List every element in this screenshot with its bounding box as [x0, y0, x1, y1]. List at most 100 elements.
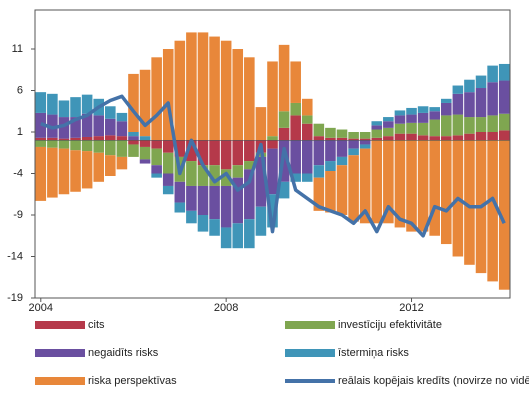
bar-segment	[429, 107, 440, 112]
bar-segment	[452, 85, 464, 94]
bar-segment	[81, 113, 93, 137]
bar-segment	[464, 117, 475, 134]
bar-segment	[440, 102, 452, 116]
bar-segment	[429, 136, 440, 141]
bar-segment	[267, 140, 278, 149]
y-tick-label: -14	[7, 250, 23, 262]
bar-segment	[93, 136, 105, 141]
bar-segment	[244, 140, 255, 162]
bar-segment	[487, 65, 498, 83]
bar-segment	[209, 165, 220, 186]
bar-segment	[325, 140, 336, 162]
bar-segment	[383, 117, 394, 122]
bar-segment	[174, 40, 186, 141]
y-tick-label: 6	[17, 84, 23, 96]
x-tick-label: 2012	[399, 302, 423, 314]
bar-segment	[81, 151, 93, 189]
bar-segment	[116, 121, 128, 137]
bar-segment	[70, 137, 81, 141]
bar-segment	[116, 156, 128, 170]
bar-segment	[290, 102, 301, 116]
bar-segment	[197, 140, 209, 166]
bar-segment	[220, 227, 232, 249]
bar-segment	[313, 165, 325, 178]
bar-segment	[58, 138, 70, 141]
bar-segment	[301, 115, 313, 124]
bar-segment	[498, 63, 510, 81]
bar-segment	[244, 161, 255, 170]
bar-segment	[394, 133, 406, 141]
bar-segment	[371, 140, 383, 224]
bar-segment	[417, 122, 429, 136]
bar-segment	[244, 219, 255, 249]
bar-segment	[244, 57, 255, 141]
bar-segment	[487, 132, 498, 141]
bar-segment	[394, 115, 406, 124]
bar-segment	[197, 165, 209, 186]
bar-segment	[301, 123, 313, 141]
bar-segment	[58, 140, 70, 149]
bar-segment	[93, 140, 105, 153]
bar-segment	[105, 135, 116, 141]
bar-segment	[139, 136, 151, 141]
bar-segment	[151, 148, 162, 166]
bar-segment	[197, 185, 209, 216]
bar-segment	[209, 219, 220, 236]
bar-segment	[70, 150, 81, 192]
bar-segment	[359, 132, 371, 139]
bar-segment	[301, 140, 313, 174]
bar-segment	[498, 113, 510, 131]
bar-segment	[464, 140, 475, 265]
bar-segment	[139, 140, 151, 147]
bar-segment	[47, 137, 58, 141]
legend-label: reālais kopējais kredīts (novirze no vid…	[338, 375, 529, 387]
bar-segment	[429, 119, 440, 137]
bar-segment	[301, 173, 313, 182]
bar-segment	[348, 138, 359, 141]
legend-label: īstermiņa risks	[338, 347, 409, 359]
bar-segment	[174, 140, 186, 157]
bar-segment	[186, 210, 197, 224]
bar-segment	[336, 140, 348, 157]
bar-segment	[47, 93, 58, 115]
bar-segment	[70, 97, 81, 118]
bar-segment	[255, 107, 267, 141]
bar-segment	[417, 135, 429, 141]
bar-segment	[290, 173, 301, 182]
bar-segment	[336, 156, 348, 166]
legend-swatch	[285, 349, 335, 357]
bar-segment	[220, 169, 232, 186]
bar-segment	[325, 171, 336, 213]
bar-segment	[371, 125, 383, 130]
bar-segment	[383, 136, 394, 141]
bar-segment	[452, 114, 464, 136]
bar-segment	[348, 132, 359, 139]
bar-segment	[151, 173, 162, 178]
legend-label: negaidīts risks	[88, 347, 159, 359]
bar-segment	[394, 123, 406, 134]
bar-segment	[244, 169, 255, 220]
bar-segment	[81, 136, 93, 141]
bar-segment	[371, 121, 383, 126]
bar-segment	[128, 73, 139, 133]
bar-segment	[128, 132, 139, 137]
bar-segment	[417, 106, 429, 113]
bar-segment	[116, 140, 128, 157]
legend-label: investīciju efektivitāte	[338, 319, 442, 331]
bar-segment	[220, 40, 232, 141]
bar-segment	[359, 138, 371, 141]
bar-segment	[105, 106, 116, 119]
bar-segment	[406, 122, 417, 134]
legend-swatch	[285, 321, 335, 329]
bar-segment	[47, 140, 58, 148]
bar-segment	[151, 140, 162, 149]
bar-segment	[128, 144, 139, 157]
bar-segment	[464, 92, 475, 118]
bar-segment	[290, 61, 301, 103]
bar-segment	[406, 133, 417, 141]
bar-segment	[359, 144, 371, 149]
legend-label: cits	[88, 319, 105, 331]
bar-segment	[151, 165, 162, 174]
bar-segment	[174, 181, 186, 203]
x-tick-label: 2008	[214, 302, 238, 314]
